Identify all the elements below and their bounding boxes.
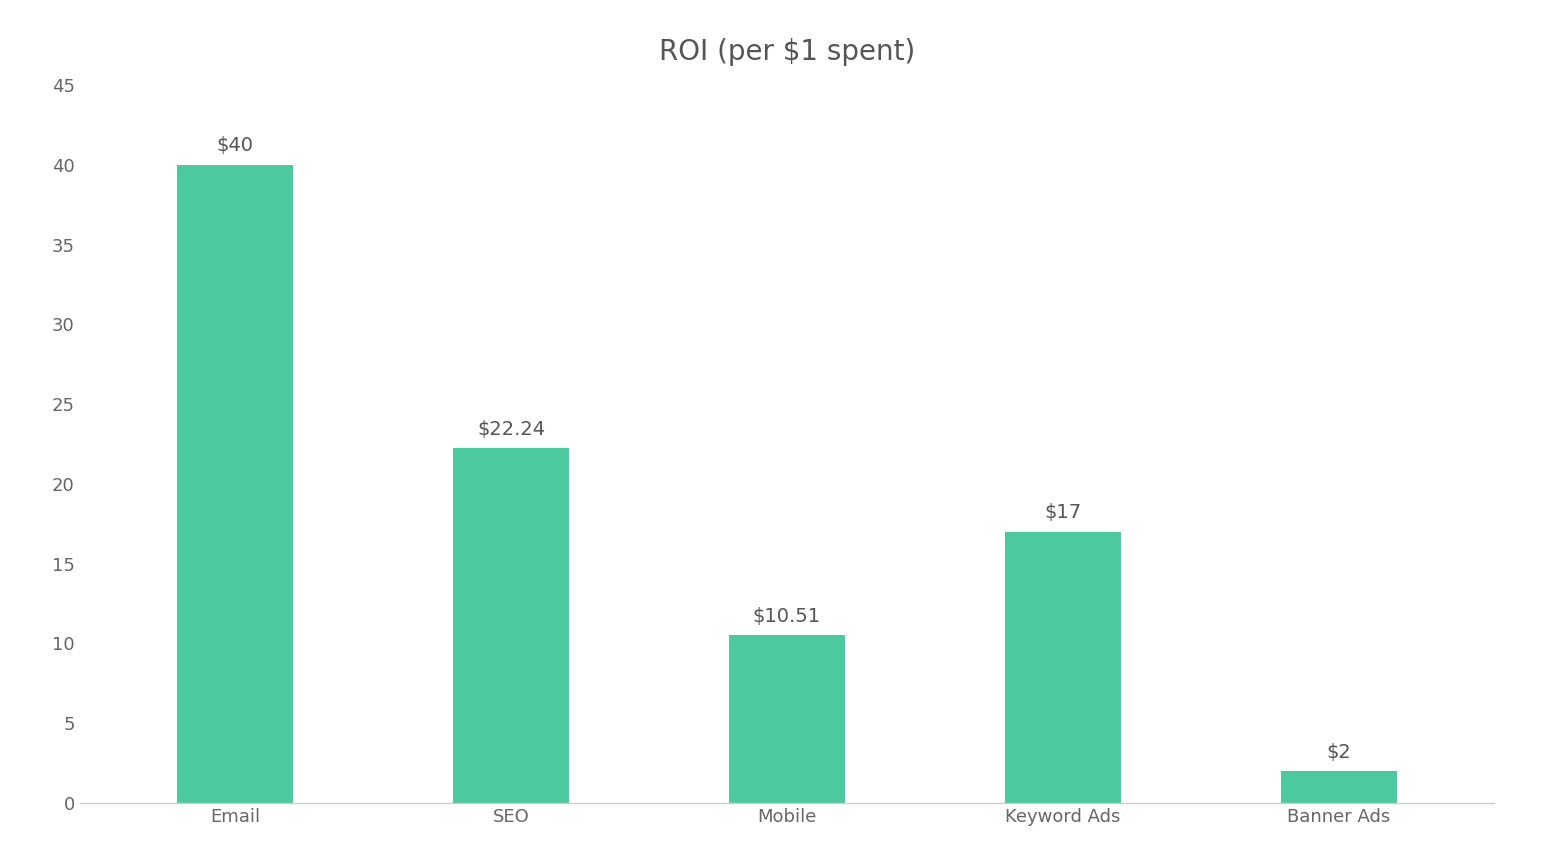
Text: $17: $17: [1044, 503, 1081, 522]
Bar: [730, 635, 844, 803]
Bar: [1005, 532, 1121, 803]
Text: $10.51: $10.51: [753, 607, 821, 626]
Bar: [178, 165, 294, 803]
Text: $2: $2: [1326, 742, 1351, 761]
Bar: [453, 448, 569, 803]
Text: $22.24: $22.24: [478, 420, 546, 439]
Bar: [1280, 771, 1396, 803]
Title: ROI (per $1 spent): ROI (per $1 spent): [659, 38, 915, 67]
Text: $40: $40: [216, 137, 254, 156]
